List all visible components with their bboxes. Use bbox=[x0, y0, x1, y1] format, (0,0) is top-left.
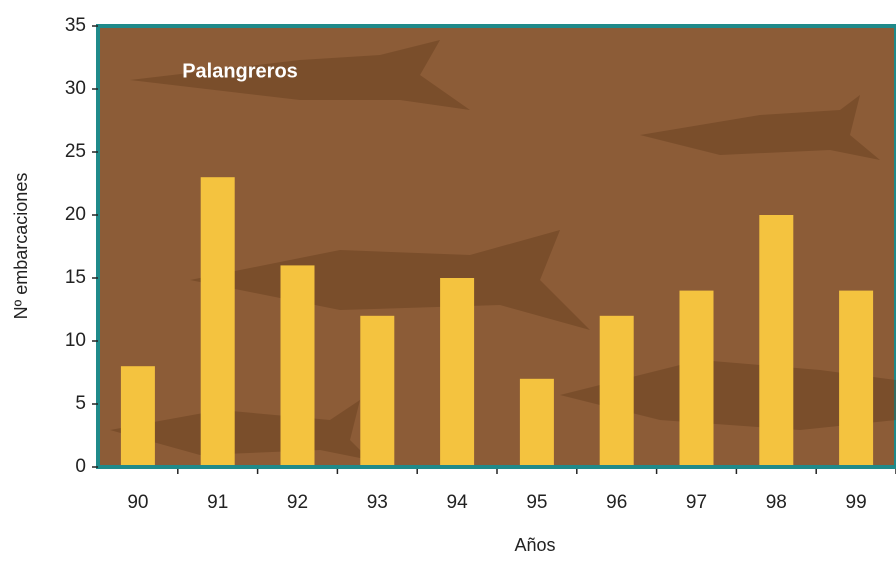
y-tick-label: 25 bbox=[65, 141, 86, 162]
x-axis-label: Años bbox=[514, 535, 555, 555]
bar bbox=[200, 177, 235, 467]
bar bbox=[679, 290, 714, 467]
y-tick-label: 10 bbox=[65, 330, 86, 351]
x-tick-label: 99 bbox=[846, 492, 867, 513]
x-tick-label: 97 bbox=[686, 492, 707, 513]
x-tick-label: 91 bbox=[207, 492, 228, 513]
x-tick-label: 90 bbox=[127, 492, 148, 513]
bar bbox=[599, 315, 634, 467]
x-tick-label: 92 bbox=[287, 492, 308, 513]
bar bbox=[759, 215, 794, 467]
x-tick-label: 98 bbox=[766, 492, 787, 513]
bar bbox=[120, 366, 155, 467]
y-tick-label: 30 bbox=[65, 78, 86, 99]
x-tick-label: 93 bbox=[367, 492, 388, 513]
bar bbox=[839, 290, 874, 467]
x-tick-label: 96 bbox=[606, 492, 627, 513]
y-tick-label: 5 bbox=[75, 393, 86, 414]
y-tick-label: 35 bbox=[65, 15, 86, 36]
x-tick-label: 95 bbox=[526, 492, 547, 513]
y-tick-label: 20 bbox=[65, 204, 86, 225]
bar bbox=[440, 278, 475, 467]
chart-title: Palangreros bbox=[182, 60, 298, 82]
y-axis-label: Nº embarcaciones bbox=[11, 173, 31, 320]
y-tick-label: 0 bbox=[75, 456, 86, 477]
y-tick-label: 15 bbox=[65, 267, 86, 288]
bar bbox=[360, 315, 395, 467]
x-tick-label: 94 bbox=[447, 492, 469, 513]
bar bbox=[280, 265, 315, 467]
bar bbox=[519, 378, 554, 467]
